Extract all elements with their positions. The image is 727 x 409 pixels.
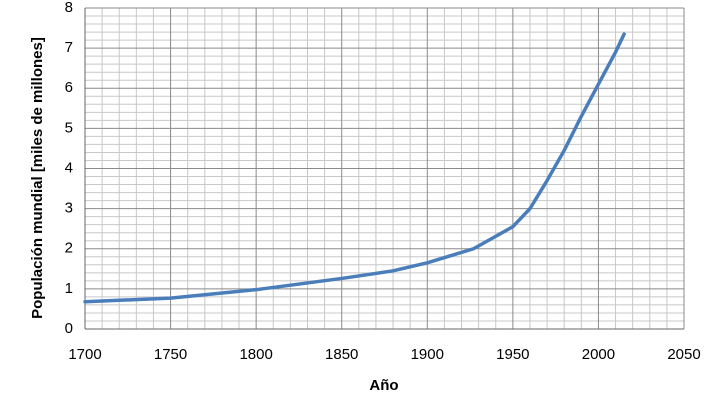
y-tick-label: 7 [65, 39, 73, 56]
x-tick-label: 1800 [239, 346, 272, 363]
y-tick-label: 6 [65, 79, 73, 96]
x-tick-label: 2000 [582, 346, 615, 363]
data-line [83, 32, 626, 304]
y-tick-label: 2 [65, 240, 73, 257]
x-tick-label: 2050 [667, 346, 700, 363]
y-tick-label: 0 [65, 320, 73, 337]
x-tick-label: 1900 [411, 346, 444, 363]
y-tick-label: 3 [65, 200, 73, 217]
y-tick-label: 5 [65, 119, 73, 136]
y-tick-label: 1 [65, 280, 73, 297]
x-tick-label: 1700 [68, 346, 101, 363]
y-tick-label: 8 [65, 0, 73, 16]
x-tick-label: 1750 [154, 346, 187, 363]
y-axis-title: Populación mundial [miles de millones] [29, 37, 46, 319]
y-tick-label: 4 [65, 159, 73, 176]
x-axis-title: Año [369, 377, 398, 394]
x-tick-label: 1950 [496, 346, 529, 363]
x-tick-label: 1850 [325, 346, 358, 363]
